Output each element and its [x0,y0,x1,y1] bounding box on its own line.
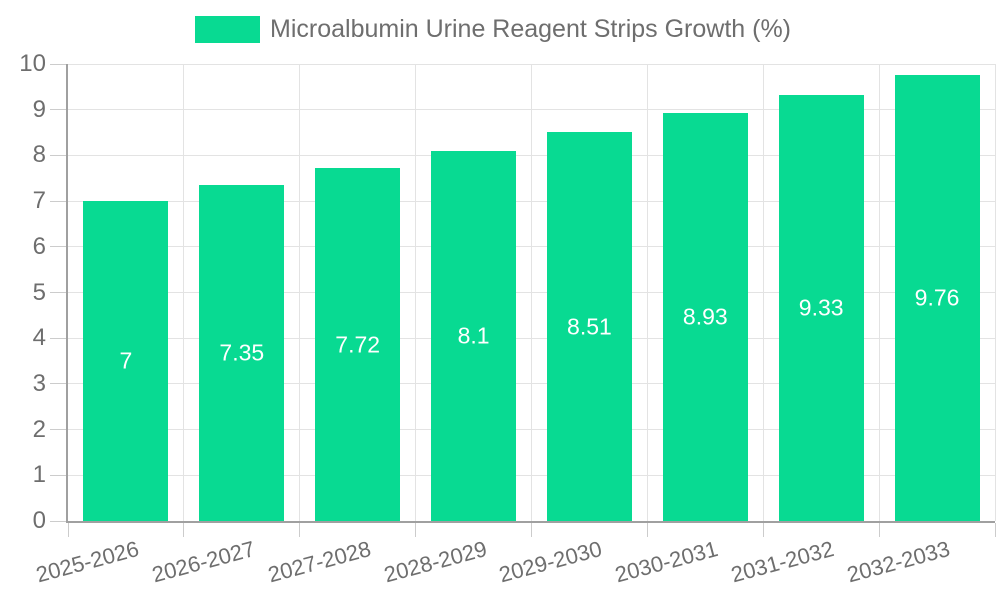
y-tick-mark [50,474,66,476]
bar-value-label: 8.1 [457,322,490,349]
x-axis-line [66,521,995,523]
y-tick-mark [50,154,66,156]
y-tick-mark [50,246,66,248]
y-tick-mark [50,63,66,65]
x-tick-mark [67,523,69,537]
y-tick-mark [50,429,66,431]
bar-value-label: 8.93 [682,303,728,330]
v-gridline [415,64,417,521]
y-tick-mark [50,200,66,202]
y-axis-label: 9 [32,95,46,123]
y-axis-label: 10 [19,50,46,77]
v-gridline [646,64,648,521]
bar-value-label: 9.76 [914,284,960,311]
y-axis-label: 5 [32,278,46,306]
bar-value-label: 7.72 [335,331,381,358]
bar[interactable]: 9.33 [778,94,864,521]
v-gridline [878,64,880,521]
x-tick-mark [415,523,417,537]
y-axis-label: 6 [32,232,46,260]
bar[interactable]: 7 [83,201,169,521]
y-axis-label: 0 [32,507,46,534]
bar-value-label: 8.51 [567,313,612,340]
y-tick-mark [50,520,66,522]
x-tick-mark [878,523,880,537]
y-tick-mark [50,292,66,293]
x-tick-mark [646,523,648,537]
y-axis-label: 4 [32,324,46,352]
y-tick-mark [50,109,66,111]
y-axis-label: 7 [32,187,46,215]
bar-value-label: 9.33 [798,294,844,321]
v-gridline [299,64,301,521]
x-tick-mark [994,523,996,537]
x-tick-mark [183,523,185,537]
bar-value-label: 7 [119,347,133,374]
v-gridline [183,64,185,521]
legend-item[interactable]: Microalbumin Urine Reagent Strips Growth… [195,15,791,44]
bar[interactable]: 7.35 [199,185,285,521]
legend-swatch [195,16,260,43]
v-gridline [762,64,764,521]
bar[interactable]: 9.76 [894,74,980,521]
v-gridline [531,64,532,521]
plot-area: 0 1 2 3 4 5 6 7 8 9 10 7 7.35 7.72 8.1 8.51 8.93 9.33 9.76… [19,50,996,587]
bar[interactable]: 8.51 [546,132,632,521]
y-axis-label: 3 [32,369,46,397]
y-axis-label: 2 [32,415,46,443]
bar[interactable]: 8.93 [662,112,748,521]
v-gridline [994,64,996,521]
x-tick-mark [762,523,764,537]
x-tick-mark [531,523,532,537]
y-axis-label: 1 [32,461,46,489]
bar-value-label: 7.35 [219,339,265,366]
bar[interactable]: 7.72 [315,168,401,521]
y-axis-line [66,64,68,523]
y-tick-mark [50,383,66,385]
bar[interactable]: 8.1 [431,150,517,521]
y-axis-label: 8 [32,141,46,169]
y-tick-mark [50,337,66,339]
legend-label: Microalbumin Urine Reagent Strips Growth… [270,15,792,43]
x-tick-mark [299,523,301,537]
